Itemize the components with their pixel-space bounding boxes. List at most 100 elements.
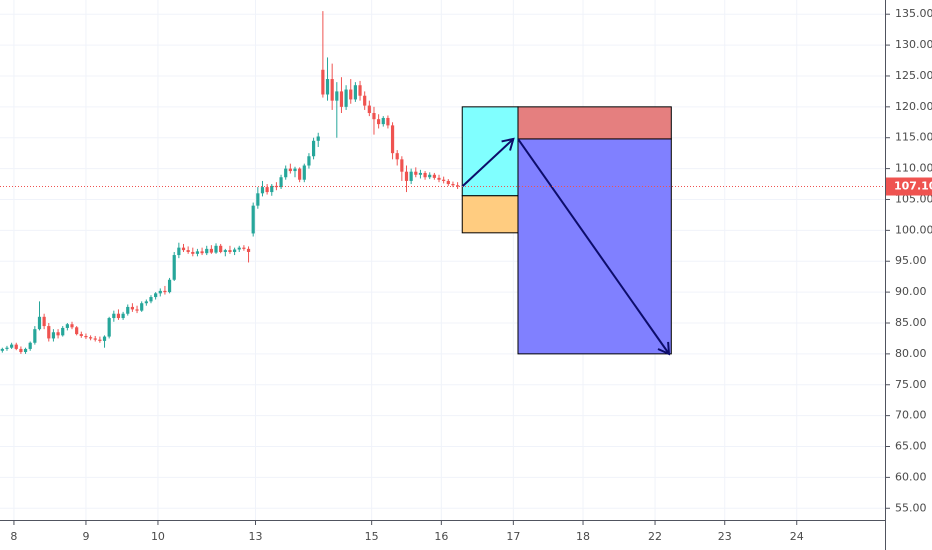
candle-body — [423, 172, 427, 178]
candle-body — [367, 105, 371, 114]
candle-body — [330, 79, 334, 101]
candle-body — [372, 113, 376, 120]
y-tick-label: 135.00 — [895, 7, 932, 20]
candle-body — [88, 337, 93, 339]
y-tick-label: 100.00 — [895, 223, 932, 236]
candle-body — [214, 245, 218, 253]
y-tick-label: 120.00 — [895, 100, 932, 113]
y-tick-label: 95.00 — [895, 254, 927, 267]
candle-body — [200, 251, 204, 254]
y-tick-label: 80.00 — [895, 347, 927, 360]
candle-body — [311, 140, 316, 157]
x-tick-label: 15 — [365, 530, 379, 543]
candle-body — [121, 313, 125, 319]
x-tick-label: 23 — [718, 530, 732, 543]
candle-body — [177, 247, 181, 256]
candle-body — [70, 324, 74, 328]
candle-body — [363, 95, 367, 106]
candle-body — [23, 348, 28, 353]
candle-body — [302, 165, 306, 180]
candle-body — [395, 153, 399, 160]
candle-body — [284, 168, 288, 178]
candle-body — [237, 247, 241, 250]
candle-body — [219, 245, 223, 252]
arrow-line — [517, 138, 670, 355]
candle-body — [65, 324, 69, 328]
candle-body — [126, 306, 130, 314]
candle-body — [437, 177, 441, 180]
candle-body — [93, 338, 97, 340]
candle-body — [390, 125, 395, 154]
candle-body — [10, 344, 14, 348]
position-box — [461, 106, 519, 197]
candle-body — [377, 119, 381, 125]
x-tick-label: 13 — [249, 530, 263, 543]
candle-body — [5, 347, 9, 349]
x-tick-label: 17 — [506, 530, 520, 543]
candle-body — [279, 177, 283, 188]
candle-body — [181, 247, 186, 251]
candle-body — [335, 91, 339, 101]
candle-body — [205, 248, 209, 254]
candle-body — [158, 290, 162, 294]
x-tick-label: 24 — [790, 530, 804, 543]
candle-body — [102, 336, 107, 341]
y-tick-label: 55.00 — [895, 501, 927, 514]
candle-body — [154, 293, 158, 298]
candle-body — [223, 250, 227, 252]
y-tick-label: 105.00 — [895, 192, 932, 205]
candle-body — [298, 168, 302, 180]
candle-body — [84, 335, 88, 338]
x-tick-label: 18 — [576, 530, 590, 543]
y-tick-label: 110.00 — [895, 162, 932, 175]
candle-body — [265, 187, 269, 193]
y-tick-label: 70.00 — [895, 409, 927, 422]
candle-body — [172, 255, 176, 280]
candle-body — [414, 171, 418, 175]
candle-body — [75, 327, 79, 335]
x-tick-label: 22 — [648, 530, 662, 543]
candle-body — [33, 329, 37, 343]
candle-body — [288, 168, 292, 172]
candle-body — [344, 89, 348, 107]
candle-body — [442, 179, 446, 181]
y-tick-label: 125.00 — [895, 69, 932, 82]
candle-body — [19, 348, 23, 353]
candle-body — [270, 185, 274, 193]
candle-body — [233, 249, 237, 252]
candle-body — [432, 174, 436, 178]
candle-body — [28, 342, 32, 349]
candle-body — [167, 279, 172, 293]
x-tick-label: 9 — [82, 530, 89, 543]
candle-body — [446, 180, 450, 185]
x-tick-label: 16 — [434, 530, 448, 543]
candle-body — [186, 250, 190, 252]
arrow-head — [657, 341, 671, 356]
candle-body — [191, 251, 195, 254]
candle-body — [307, 156, 311, 166]
candle-body — [0, 348, 4, 351]
candle-body — [56, 332, 60, 336]
candle-body — [140, 303, 144, 311]
candle-body — [321, 69, 325, 95]
candle-body — [135, 309, 139, 311]
candle-body — [358, 85, 362, 96]
candle-body — [339, 91, 344, 107]
arrow-line — [461, 138, 515, 188]
candle-body — [349, 89, 353, 100]
candle-body — [381, 117, 385, 125]
y-tick-label: 65.00 — [895, 440, 927, 453]
candle-body — [51, 332, 56, 339]
position-box — [517, 106, 672, 140]
candle-body — [428, 174, 432, 178]
candle-body — [251, 205, 255, 234]
candle-body — [246, 248, 251, 252]
candle-body — [163, 290, 167, 293]
candle-body — [260, 187, 265, 194]
y-tick-label: 85.00 — [895, 316, 927, 329]
y-tick-label: 60.00 — [895, 470, 927, 483]
candle-body — [195, 251, 200, 254]
candle-body — [404, 171, 409, 181]
